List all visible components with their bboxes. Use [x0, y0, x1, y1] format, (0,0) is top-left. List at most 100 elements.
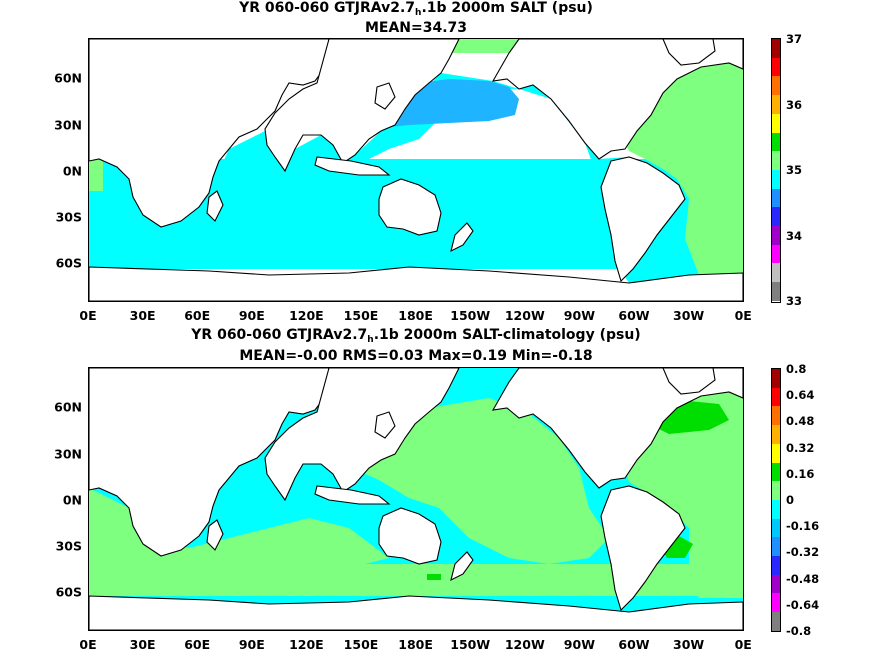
bottom-lon-tick: 120E — [289, 637, 324, 652]
top-lon-tick: 120W — [504, 308, 545, 323]
bottom-colorbar-swatch — [772, 612, 780, 631]
bottom-lon-tick: 60W — [618, 637, 650, 652]
top-colorbar-label: 37 — [786, 32, 803, 46]
top-land-namerica — [491, 39, 743, 160]
top-lon-tick: 150W — [450, 308, 491, 323]
top-colorbar-swatch — [772, 244, 780, 264]
bottom-land-africa-europe — [89, 368, 330, 557]
bottom-colorbar-swatch — [772, 462, 780, 482]
bottom-land-australia — [378, 507, 442, 565]
bottom-lon-tick: 150W — [450, 637, 491, 652]
top-colorbar — [771, 38, 781, 303]
bottom-lon-tick: 0E — [734, 637, 752, 652]
bottom-land-greenland — [662, 368, 716, 395]
top-land-madagascar — [206, 190, 224, 222]
bottom-land-antarctica — [89, 595, 743, 630]
top-title-sub: h — [415, 8, 422, 18]
top-colorbar-label: 33 — [786, 294, 803, 308]
top-colorbar-swatch — [772, 226, 780, 245]
top-colorbar-label: 34 — [786, 228, 803, 243]
bottom-colorbar-label: -0.48 — [786, 571, 820, 586]
bottom-colorbar-label: -0.64 — [786, 597, 820, 612]
bottom-colorbar-label: -0.8 — [786, 624, 812, 638]
top-map-subtitle: MEAN=34.73 — [364, 20, 468, 36]
top-land-australia — [378, 178, 442, 236]
top-colorbar-swatch — [772, 57, 780, 77]
bottom-lon-tick: 30E — [129, 637, 156, 652]
top-colorbar-swatch — [772, 263, 780, 283]
top-map-title: YR 060-060 GTJRAv2.7h.1b 2000m SALT (psu… — [88, 0, 744, 21]
top-title-suffix: .1b 2000m SALT (psu) — [421, 0, 593, 16]
top-lat-tick: 30S — [55, 209, 82, 225]
bottom-land-madagascar — [206, 519, 224, 551]
bottom-colorbar — [771, 368, 781, 632]
top-colorbar-swatch — [772, 76, 780, 96]
bottom-map-panel — [88, 367, 744, 631]
top-land-samerica — [600, 156, 686, 283]
top-lon-tick: 30W — [673, 308, 705, 323]
bottom-land-japan — [374, 411, 396, 439]
top-land-nz — [450, 222, 474, 253]
bottom-lat-tick: 30S — [55, 538, 82, 554]
top-lon-tick: 60E — [184, 308, 211, 323]
bottom-difference-map — [89, 368, 743, 630]
bottom-lat-tick: 60S — [55, 584, 82, 600]
top-colorbar-swatch — [772, 132, 780, 152]
bottom-colorbar-label: 0.32 — [786, 440, 815, 455]
bottom-title-sub: h — [367, 335, 374, 345]
top-land-asia — [264, 39, 460, 173]
bottom-land-samerica — [600, 485, 686, 612]
top-map-panel — [88, 38, 744, 302]
bottom-lon-tick: 0E — [79, 637, 97, 652]
bottom-lon-tick: 120W — [504, 637, 545, 652]
bottom-colorbar-swatch — [772, 425, 780, 444]
top-colorbar-swatch — [772, 282, 780, 301]
bottom-colorbar-swatch — [772, 556, 780, 575]
bottom-lon-tick: 30W — [673, 637, 705, 652]
top-colorbar-swatch — [772, 113, 780, 133]
bottom-colorbar-label: 0.64 — [786, 388, 815, 403]
bottom-lon-tick: 150E — [343, 637, 379, 652]
top-colorbar-swatch — [772, 188, 780, 208]
bottom-colorbar-swatch — [772, 518, 780, 538]
bottom-colorbar-swatch — [772, 574, 780, 594]
top-colorbar-label: 36 — [786, 97, 803, 112]
top-salinity-map — [89, 39, 743, 301]
top-lat-tick: 60N — [54, 70, 82, 86]
bottom-lat-tick: 30N — [54, 446, 82, 462]
top-lon-tick: 180E — [398, 308, 433, 323]
top-land-indonesia — [314, 156, 391, 176]
bottom-map-subtitle: MEAN=-0.00 RMS=0.03 Max=0.19 Min=-0.18 — [239, 348, 593, 364]
top-land-antarctica — [89, 266, 743, 301]
bottom-lon-tick: 180E — [398, 637, 433, 652]
bottom-land-nz — [450, 551, 474, 582]
top-land-japan — [374, 82, 396, 110]
bottom-title-suffix: .1b 2000m SALT-climatology (psu) — [373, 327, 641, 343]
top-lon-tick: 90W — [563, 308, 595, 323]
top-colorbar-swatch — [772, 95, 780, 114]
bottom-colorbar-label: 0.48 — [786, 414, 815, 429]
top-colorbar-swatch — [772, 169, 780, 189]
top-lat-tick: 60S — [55, 255, 82, 271]
bottom-lat-tick: 0N — [62, 492, 82, 508]
bottom-colorbar-swatch — [772, 593, 780, 613]
bottom-title-prefix: YR 060-060 GTJRAv2.7 — [191, 327, 368, 343]
bottom-colorbar-swatch — [772, 537, 780, 557]
bottom-colorbar-swatch — [772, 369, 780, 388]
bottom-colorbar-swatch — [772, 499, 780, 519]
top-colorbar-label: 35 — [786, 163, 803, 177]
bottom-map-title: YR 060-060 GTJRAv2.7h.1b 2000m SALT-clim… — [88, 327, 744, 348]
top-land-greenland — [662, 39, 716, 66]
top-lon-tick: 120E — [289, 308, 324, 323]
top-land-africa-europe — [89, 39, 330, 228]
top-lat-tick: 30N — [54, 117, 82, 133]
top-lon-tick: 150E — [343, 308, 379, 323]
bottom-colorbar-swatch — [772, 481, 780, 500]
bottom-lon-tick: 90E — [238, 637, 265, 652]
bottom-lon-tick: 60E — [184, 637, 211, 652]
top-lat-tick: 0N — [62, 163, 82, 179]
bottom-colorbar-label: 0 — [786, 493, 795, 507]
bottom-southern-green — [427, 574, 441, 580]
bottom-land-namerica — [491, 368, 743, 489]
bottom-colorbar-label: 0.16 — [786, 466, 815, 481]
